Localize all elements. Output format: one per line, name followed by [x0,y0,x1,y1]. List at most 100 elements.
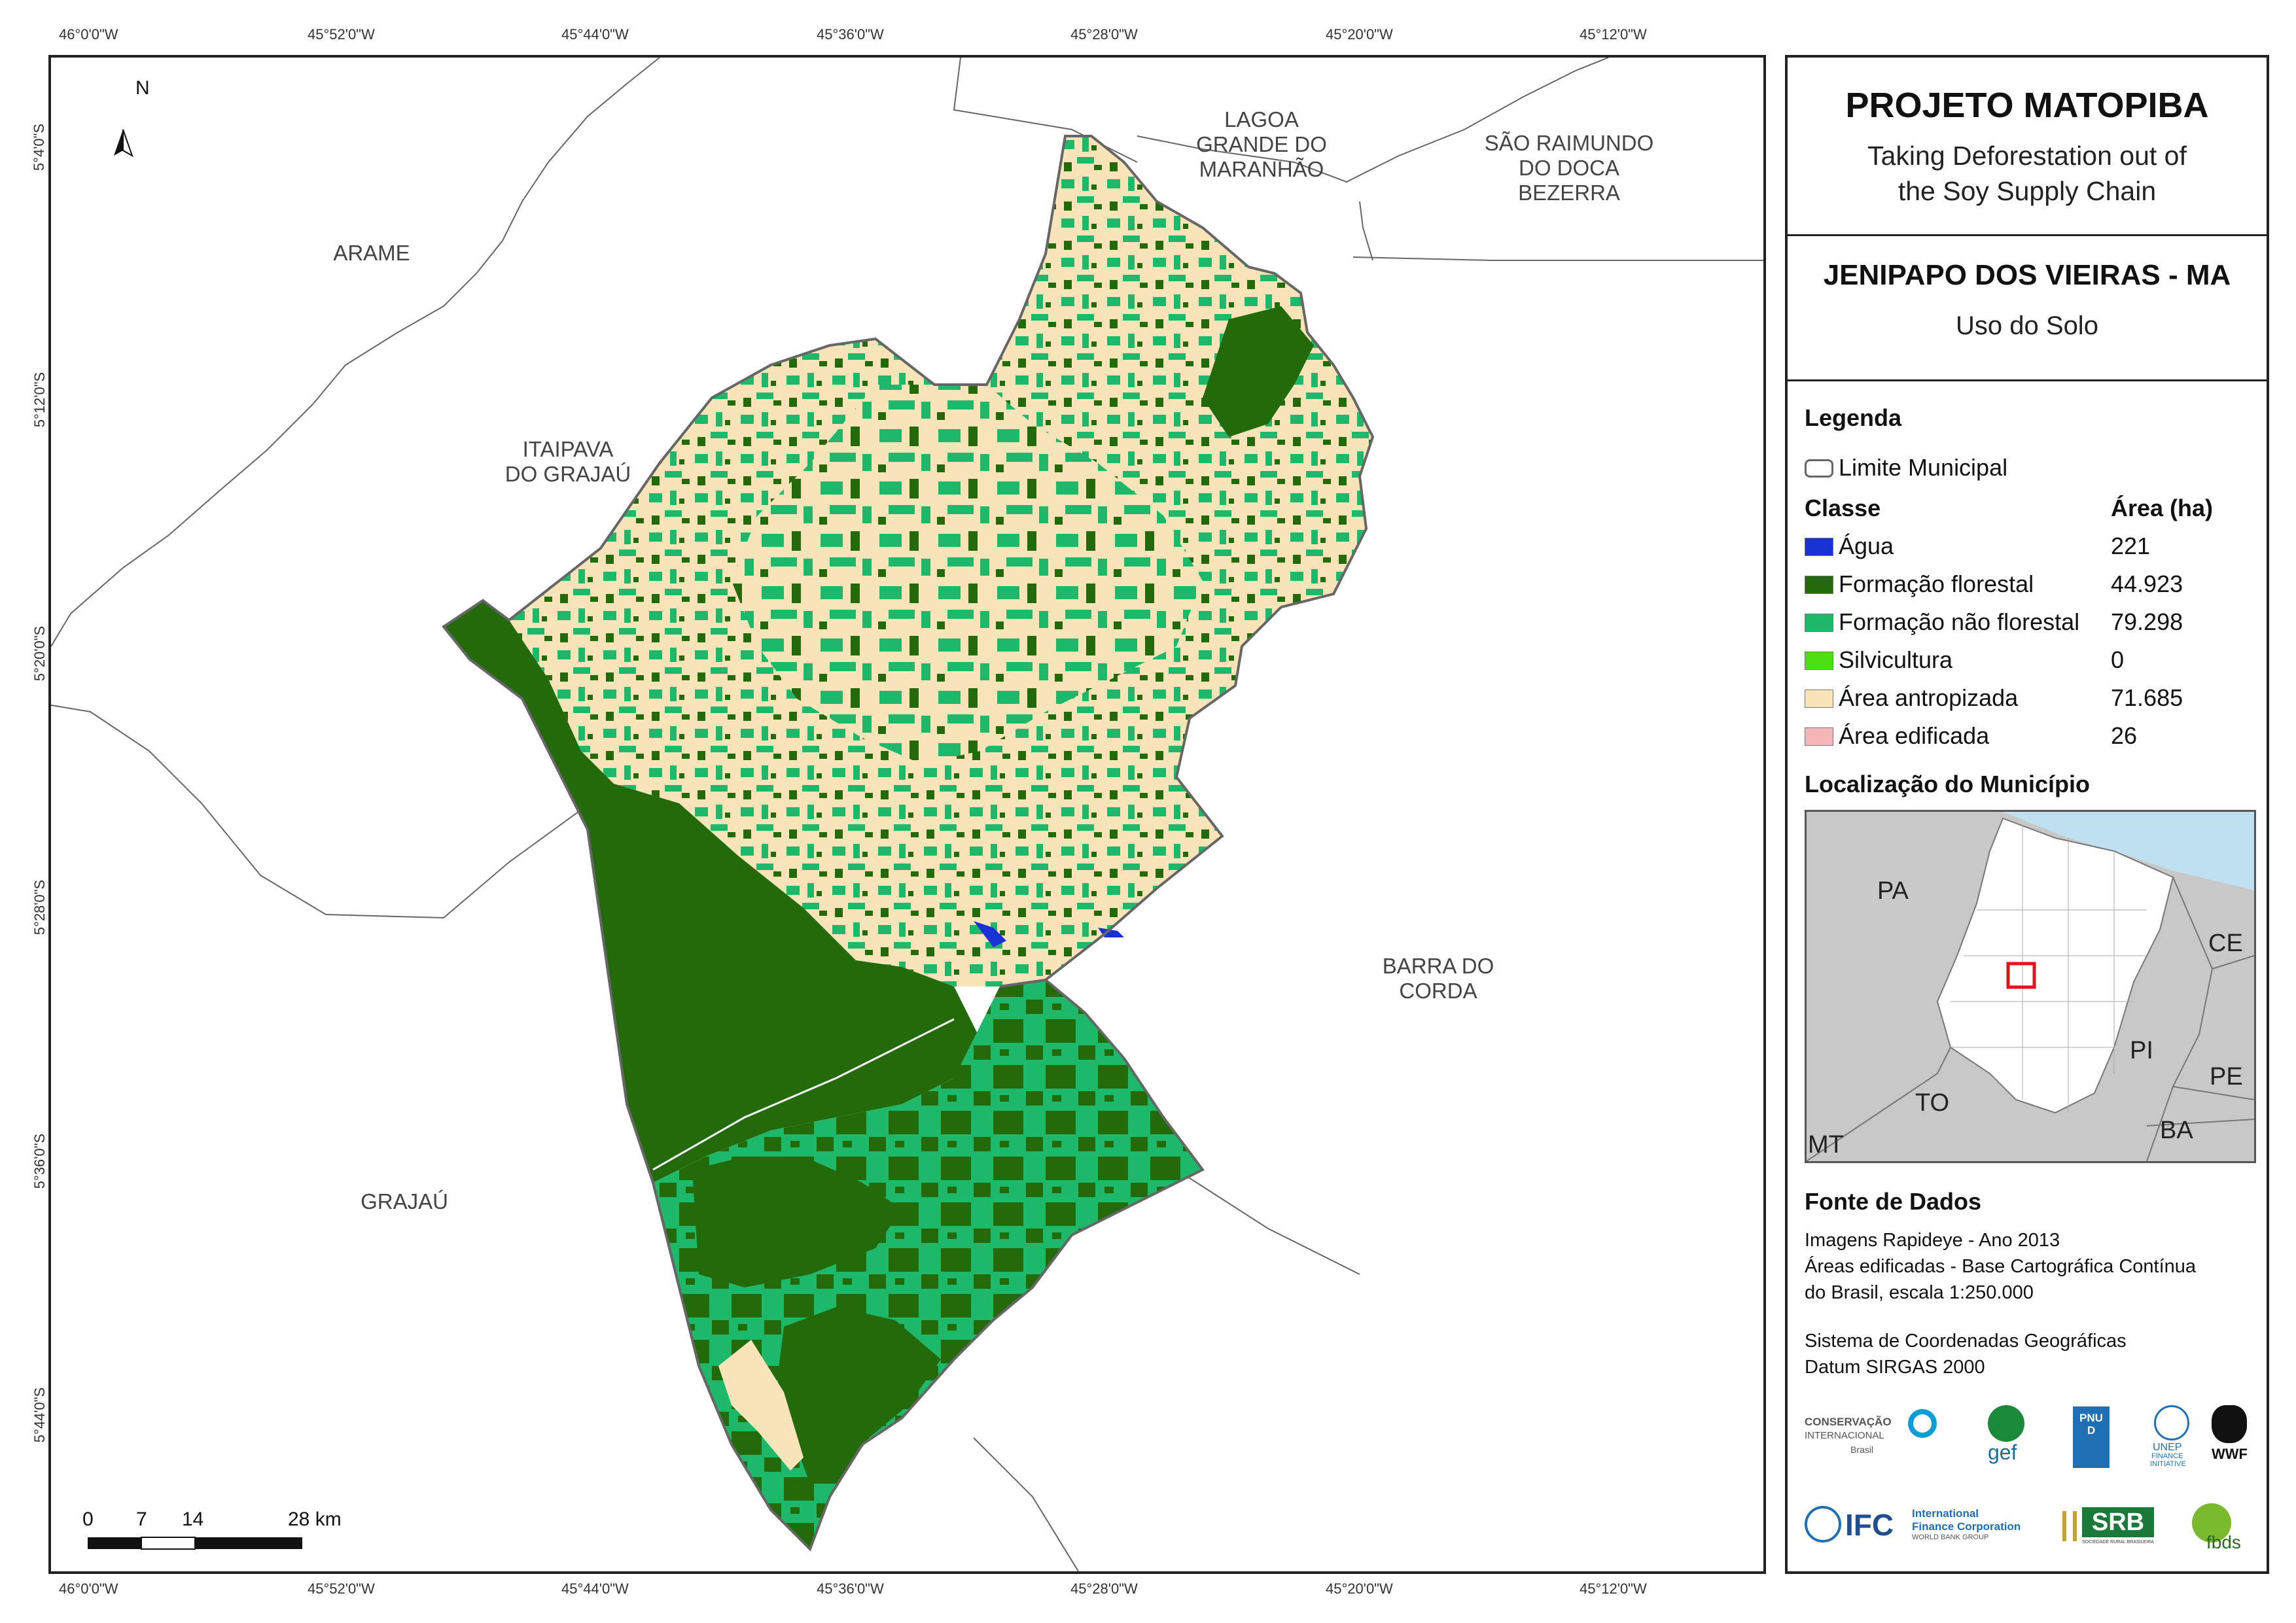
project-title: PROJETO MATOPIBA [1845,86,2209,125]
gef-logo: gef [1977,1405,2036,1468]
unep-text-1: UNEP [2153,1442,2182,1453]
srb-text: SRB [2082,1507,2154,1537]
area-header: Área (ha) [2111,495,2214,521]
limit-label: Limite Municipal [1839,454,2008,481]
label-grajau: GRAJAÚ [361,1189,448,1213]
ci-logo: CONSERVAÇÃO INTERNACIONAL Brasil [1805,1409,1949,1468]
neighbor-boundaries [51,58,1763,1571]
coord-bottom-2: 45°44'0"W [561,1580,629,1597]
ifc-text-1: International [1912,1507,1979,1520]
location-header: Localização do Município [1805,771,2091,797]
swatch-agua [1805,538,1833,556]
class-value: 221 [2111,532,2151,559]
swatch-formacao-nao-florestal [1805,614,1833,632]
divider-1 [1788,234,2267,236]
landuse-west-forest [444,601,980,1183]
landuse-road [652,1018,955,1171]
srb-wheat-icon [2062,1511,2077,1541]
coord-bottom-6: 45°12'0"W [1580,1580,1647,1597]
inset-label-pi: PI [2130,1037,2153,1064]
srb-logo: SRB SOCIEDADE RURAL BRASILEIRA [2062,1505,2167,1552]
coord-bottom-3: 45°36'0"W [817,1580,884,1597]
class-label: Água [1839,532,1894,559]
municipio-title: JENIPAPO DOS VIEIRAS - MA [1823,259,2231,291]
srb-subtext: SOCIEDADE RURAL BRASILEIRA [2082,1540,2154,1544]
class-value: 79.298 [2111,608,2183,635]
source-line-3: do Brasil, escala 1:250.000 [1805,1282,2034,1303]
coord-left-2: 5°20'0"S [31,625,48,682]
coord-left-0: 5°4'0"S [31,123,47,171]
unep-logo: UNEP FINANCE INITIATIVE [2146,1405,2199,1468]
gef-text: gef [1988,1440,2017,1464]
swatch-formacao-florestal [1805,576,1833,594]
map-canvas[interactable] [51,58,1763,1571]
swatch-silvicultura [1805,652,1833,670]
coord-bottom-4: 45°28'0"W [1070,1580,1138,1597]
scale-label-28: 28 km [288,1509,342,1530]
fbds-text: fbds [2206,1532,2241,1552]
unep-text-2: FINANCE [2151,1452,2183,1460]
swatch-area-antropizada [1805,689,1833,708]
coord-top-2: 45°44'0"W [561,26,629,43]
source-line-2: Áreas edificadas - Base Cartográfica Con… [1805,1256,2197,1277]
coord-top-6: 45°12'0"W [1580,26,1647,43]
inset-label-to: TO [1915,1089,1950,1117]
landuse-ne-forest [1203,306,1314,437]
ci-text-3: Brasil [1850,1444,1874,1455]
landuse-centre-mosaic [732,385,1203,764]
class-label: Silvicultura [1839,646,1953,673]
source-line-1: Imagens Rapideye - Ano 2013 [1805,1230,2060,1251]
unep-emblem-icon [2154,1405,2189,1440]
legend-header: Legenda [1805,404,1902,431]
inset-label-ba: BA [2160,1117,2193,1144]
ifc-text: IFC [1845,1508,1894,1542]
project-subtitle-2: the Soy Supply Chain [1898,176,2157,206]
ifc-text-3: WORLD BANK GROUP [1912,1533,1989,1541]
scale-bar [88,1537,302,1550]
inset-label-ce: CE [2208,930,2243,957]
landuse-south-forest-2 [777,1307,941,1484]
coord-left-5: 5°44'0"S [31,1387,48,1443]
crs-line-1: Sistema de Coordenadas Geográficas [1805,1331,2127,1352]
class-label: Formação não florestal [1839,608,2080,635]
info-panel: PROJETO MATOPIBA Taking Deforestation ou… [1785,55,2269,1574]
ifc-logo: IFC International Finance Corporation WO… [1805,1503,2040,1556]
label-arame: ARAME [333,241,410,265]
map-frame[interactable]: N ARAME LAGOA GRANDE DO MARANHÃO SÃO RAI… [48,55,1766,1574]
inset-svg [1807,812,2254,1161]
swatch-area-edificada [1805,727,1833,746]
inset-maranhao [1936,817,2174,1114]
coord-top-1: 45°52'0"W [308,26,375,43]
north-arrow-icon [114,129,133,158]
jenipapo-landuse[interactable] [442,135,1375,1552]
landuse-south-anthropized [718,1340,804,1471]
inset-label-pa: PA [1877,877,1909,905]
unep-text-3: INITIATIVE [2150,1460,2186,1468]
coord-top-4: 45°28'0"W [1070,26,1138,43]
gef-globe-icon [1988,1405,2024,1442]
landuse-south-forest [692,1157,902,1287]
fbds-logo: fbds [2184,1495,2250,1558]
landuse-water-1 [974,921,1006,947]
location-inset-map[interactable]: PA CE PI TO PE BA MT [1805,810,2256,1163]
coord-left-4: 5°36'0"S [31,1133,48,1189]
jenipapo-boundary[interactable] [442,135,1375,1552]
label-itaipava: ITAIPAVA DO GRAJAÚ [504,437,631,486]
coord-left-3: 5°28'0"S [31,879,48,935]
inset-label-pe: PE [2210,1063,2243,1091]
theme-title: Uso do Solo [1956,311,2098,340]
wwf-text: WWF [2212,1446,2248,1462]
wwf-panda-icon [2212,1405,2247,1443]
class-value: 71.685 [2111,684,2183,711]
coord-bottom-0: 46°0'0"W [59,1580,118,1597]
scale-label-14: 14 [182,1509,204,1530]
coord-left-1: 5°12'0"S [31,372,48,428]
scale-label-7: 7 [136,1509,147,1530]
pnud-logo: PNUD [2073,1406,2110,1468]
inset-highlight-box [2006,962,2036,989]
wwf-logo: WWF [2206,1405,2252,1468]
class-label: Formação florestal [1839,570,2034,597]
fbds-leaf-icon [2192,1503,2231,1543]
crs-line-2: Datum SIRGAS 2000 [1805,1357,1985,1378]
ci-circle-icon [1908,1409,1937,1438]
